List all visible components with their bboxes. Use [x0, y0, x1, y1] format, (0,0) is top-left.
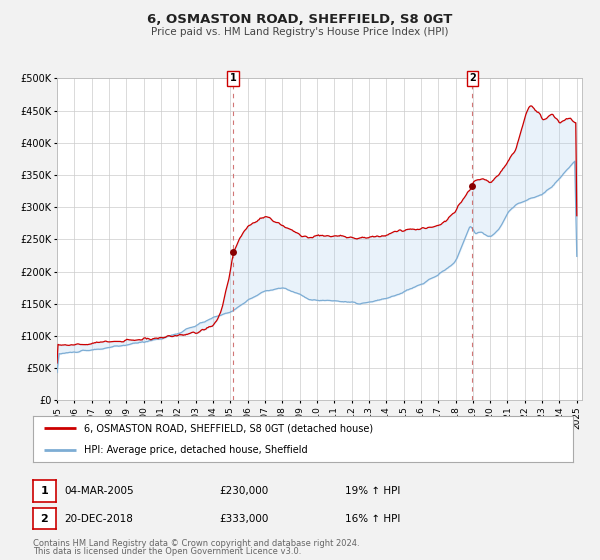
Text: 20-DEC-2018: 20-DEC-2018: [64, 514, 133, 524]
Text: Price paid vs. HM Land Registry's House Price Index (HPI): Price paid vs. HM Land Registry's House …: [151, 27, 449, 38]
Text: This data is licensed under the Open Government Licence v3.0.: This data is licensed under the Open Gov…: [33, 547, 301, 556]
Text: Contains HM Land Registry data © Crown copyright and database right 2024.: Contains HM Land Registry data © Crown c…: [33, 539, 359, 548]
Text: HPI: Average price, detached house, Sheffield: HPI: Average price, detached house, Shef…: [84, 445, 308, 455]
Text: 19% ↑ HPI: 19% ↑ HPI: [345, 486, 400, 496]
Text: 1: 1: [230, 73, 236, 83]
Text: 2: 2: [469, 73, 476, 83]
Text: 1: 1: [41, 486, 48, 496]
Text: 6, OSMASTON ROAD, SHEFFIELD, S8 0GT: 6, OSMASTON ROAD, SHEFFIELD, S8 0GT: [148, 13, 452, 26]
Text: 2: 2: [41, 514, 48, 524]
Text: 16% ↑ HPI: 16% ↑ HPI: [345, 514, 400, 524]
Text: 04-MAR-2005: 04-MAR-2005: [64, 486, 134, 496]
Text: £230,000: £230,000: [219, 486, 268, 496]
Text: 6, OSMASTON ROAD, SHEFFIELD, S8 0GT (detached house): 6, OSMASTON ROAD, SHEFFIELD, S8 0GT (det…: [84, 423, 373, 433]
Text: £333,000: £333,000: [219, 514, 268, 524]
